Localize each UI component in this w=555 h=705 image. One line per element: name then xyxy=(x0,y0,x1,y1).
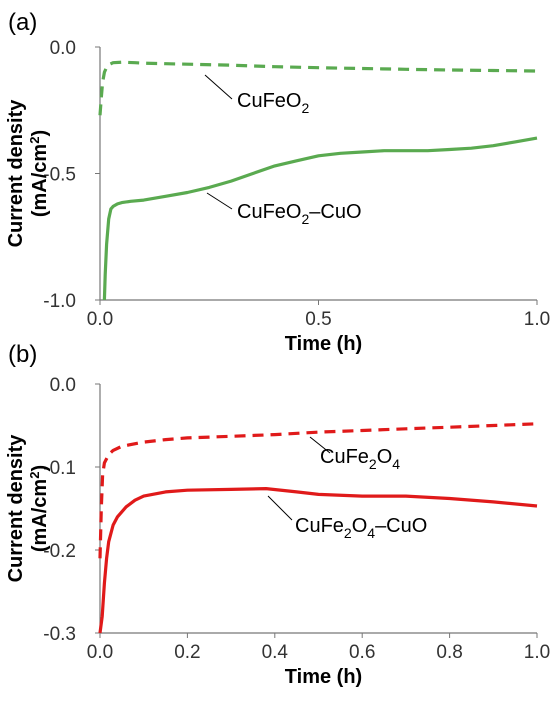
annotation-leader-line xyxy=(204,74,233,100)
annotation-leader-line xyxy=(267,495,293,521)
chart-panel-b: (b) -0.3 -0.2 -0.1 0.0 0.0 0.2 0.4 0.6 0.8 1.0 Time… xyxy=(5,341,550,688)
x-tick-label: 0.4 xyxy=(262,642,289,663)
y-tick-label: 0.0 xyxy=(50,375,76,396)
x-axis-label: Time (h) xyxy=(285,333,362,355)
x-tick-label: 1.0 xyxy=(524,309,550,330)
series-line-solid xyxy=(98,487,538,634)
y-axis-unit: (mA/cm2) xyxy=(27,130,52,217)
y-axis-unit: (mA/cm2) xyxy=(27,465,52,552)
y-tick-label: -0.5 xyxy=(43,165,76,186)
y-axis-label: Current density xyxy=(5,434,27,583)
series-line-solid xyxy=(102,136,538,301)
x-axis-label: Time (h) xyxy=(285,666,362,688)
series-line-dashed xyxy=(98,422,538,559)
series-annotation: CuFeO2–CuO xyxy=(237,201,362,227)
series-annotation: CuFe2O4–CuO xyxy=(295,515,427,541)
y-tick-label: 0.0 xyxy=(50,38,76,59)
y-tick-label: -0.3 xyxy=(43,624,76,645)
chart-panel-a: (a) -1.0 -0.5 0.0 0.0 0.5 1.0 Time (h) Current d… xyxy=(5,9,550,355)
panel-label: (b) xyxy=(8,341,37,368)
series-line-dashed xyxy=(98,60,538,116)
series-annotation: CuFe2O4 xyxy=(320,446,400,472)
y-tick-label: -0.2 xyxy=(43,541,76,562)
x-tick-label: 0.6 xyxy=(349,642,375,663)
x-tick-label: 0.0 xyxy=(87,642,113,663)
x-tick-label: 0.0 xyxy=(87,309,113,330)
annotation-leader-line xyxy=(309,436,331,454)
panel-label: (a) xyxy=(8,9,37,36)
y-tick-label: -0.1 xyxy=(43,458,76,479)
x-tick-label: 0.2 xyxy=(174,642,200,663)
x-tick-label: 0.8 xyxy=(436,642,462,663)
y-axis-label: Current density xyxy=(5,99,27,248)
x-tick-label: 1.0 xyxy=(524,642,550,663)
series-annotation: CuFeO2 xyxy=(237,90,309,116)
annotation-leader-line xyxy=(206,192,233,210)
y-tick-label: -1.0 xyxy=(43,291,76,312)
x-tick-label: 0.5 xyxy=(305,309,331,330)
